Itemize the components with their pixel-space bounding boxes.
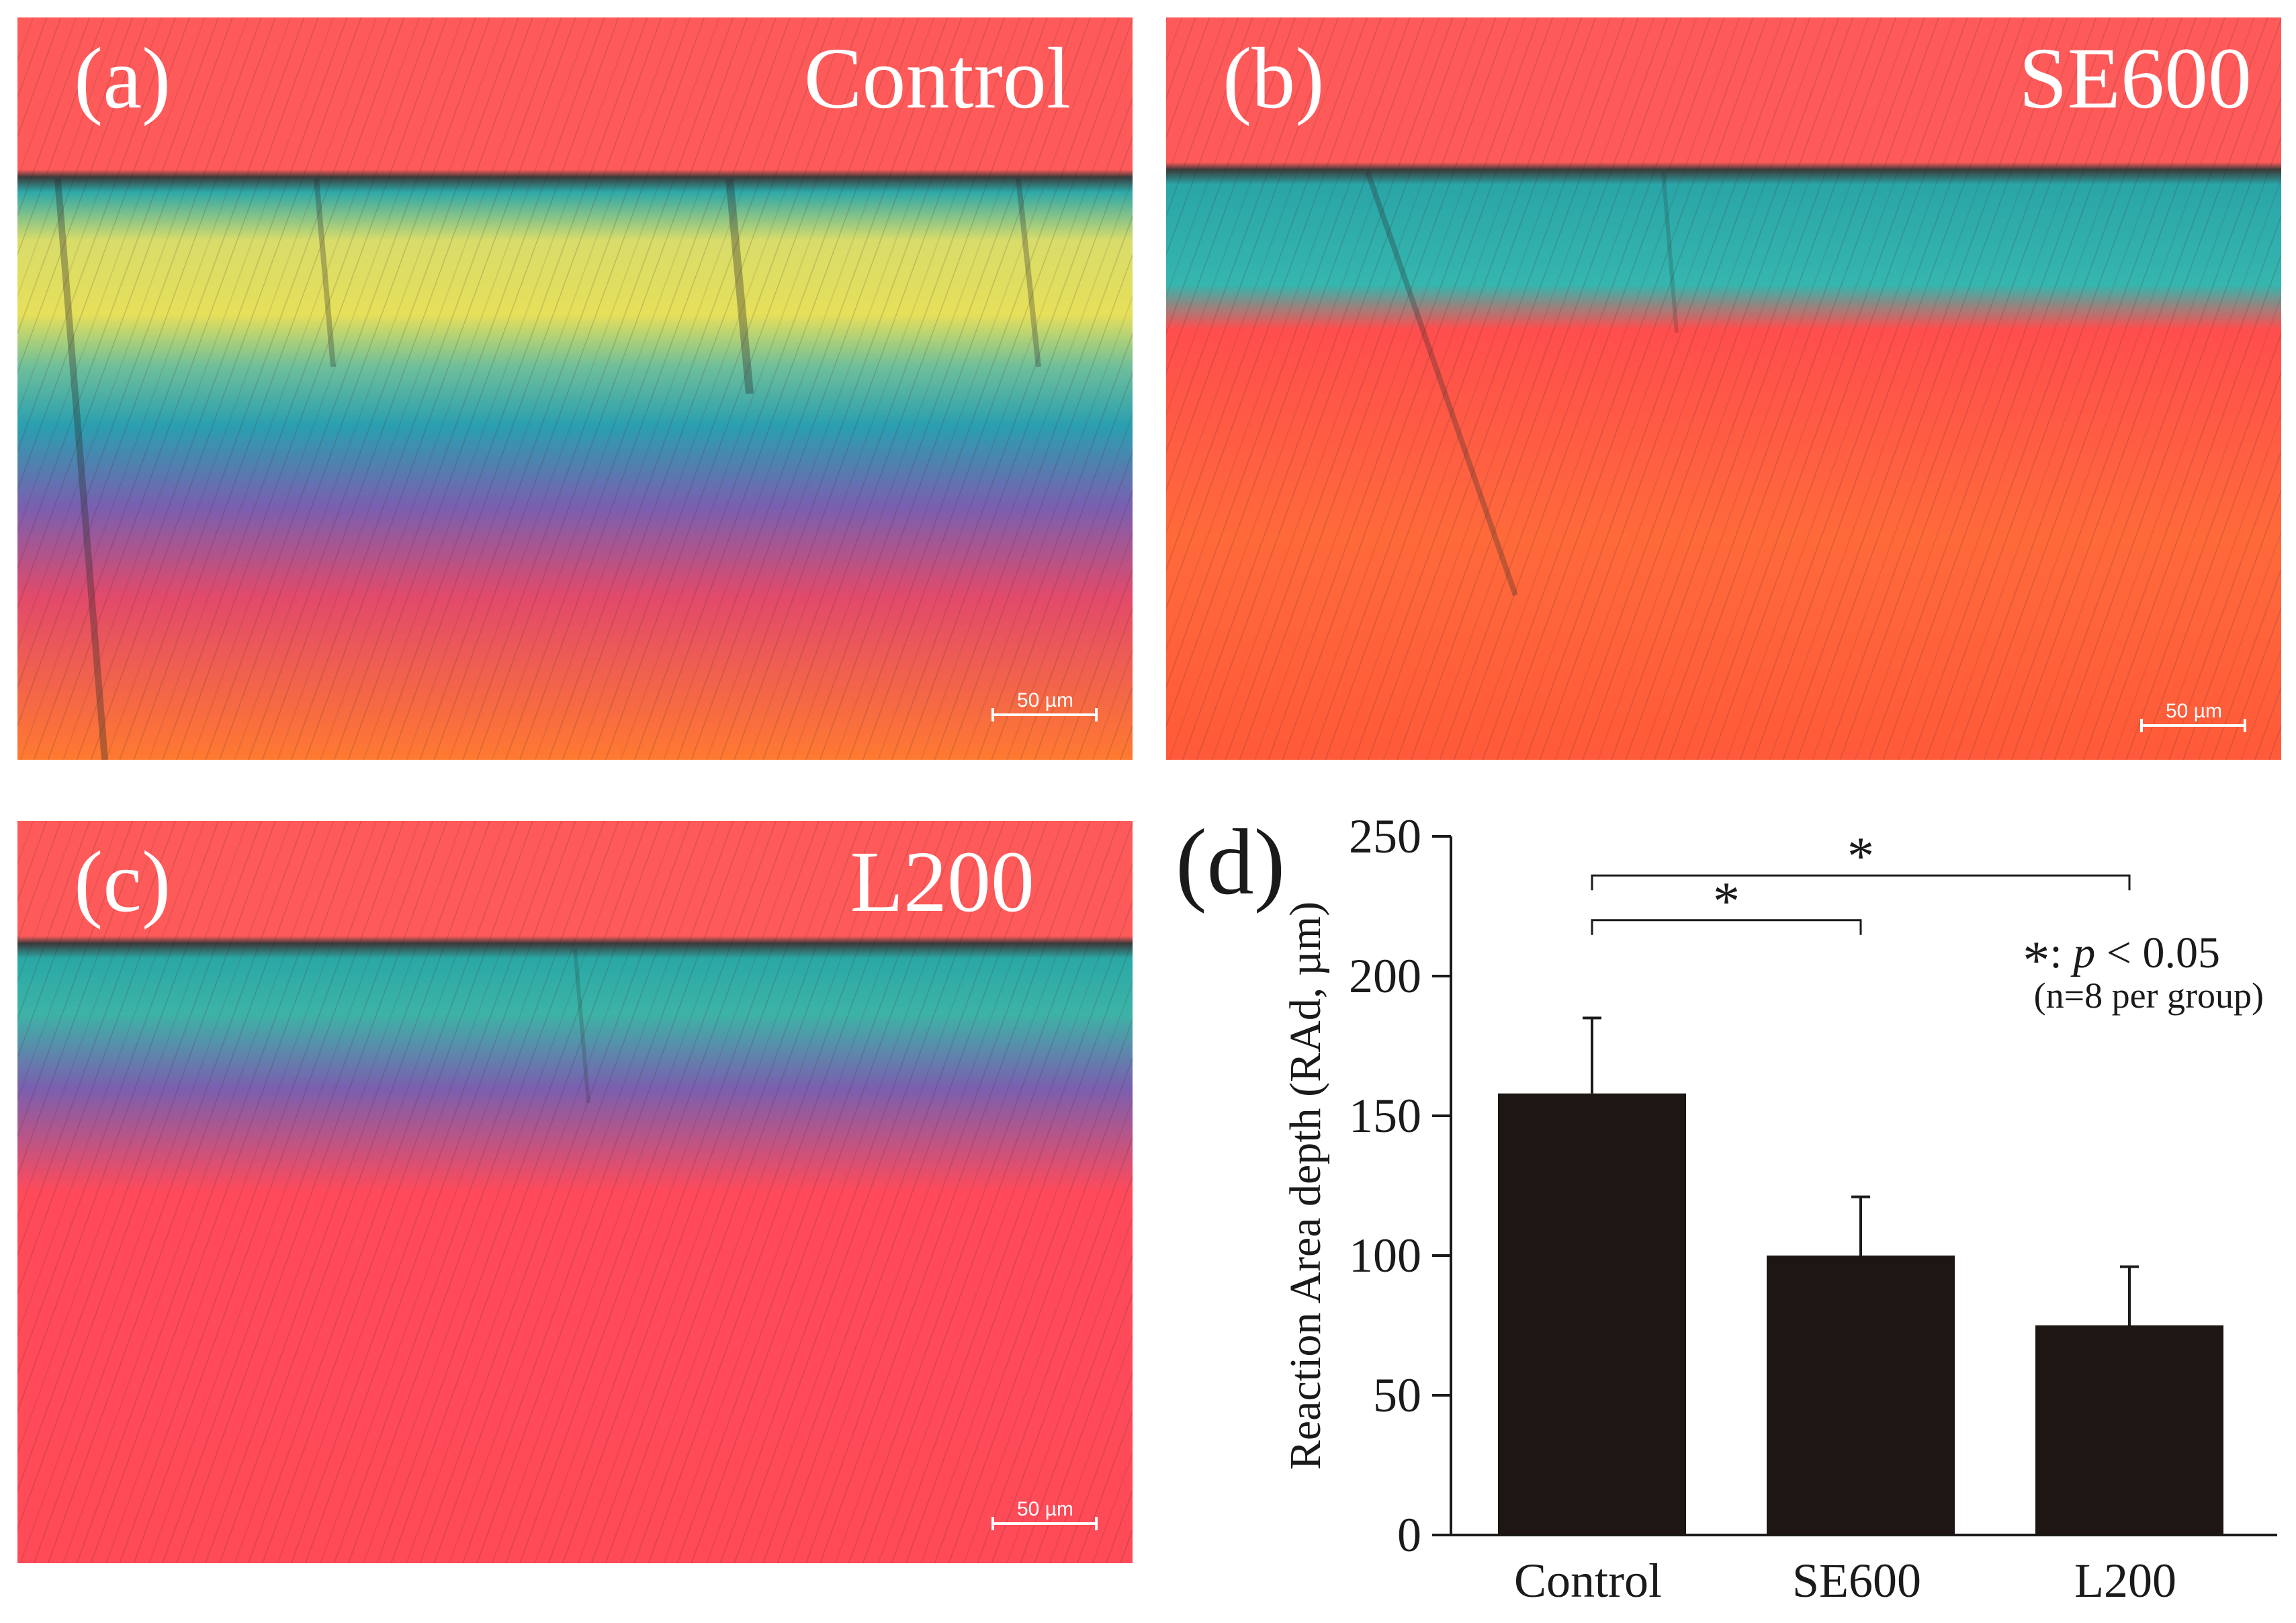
bar-control xyxy=(1498,1093,1686,1535)
scale-bar-label: 50 µm xyxy=(1017,689,1073,711)
panel-letter: (c) xyxy=(74,834,171,930)
bar-se600 xyxy=(1767,1256,1955,1535)
panel-letter: (d) xyxy=(1176,810,1285,914)
significance-bracket xyxy=(1591,919,1862,935)
y-tick-label: 150 xyxy=(1349,1089,1421,1143)
bar-l200 xyxy=(2035,1325,2223,1535)
y-tick-label: 0 xyxy=(1397,1508,1421,1562)
legend-note: (n=8 per group) xyxy=(2034,975,2264,1016)
panel-letter: (b) xyxy=(1223,30,1325,127)
significance-star: * xyxy=(1847,827,1874,886)
micrograph-panel-l200: (c) L200 50 µm xyxy=(17,821,1133,1563)
panel-group-label: SE600 xyxy=(2019,30,2252,127)
legend-p: p xyxy=(2070,928,2095,977)
scale-bar-label: 50 µm xyxy=(1017,1498,1073,1520)
micrograph-image xyxy=(1166,17,2281,760)
bar-chart: (d) 0 50 100 150 200 250 Reaction Area depth (R… xyxy=(1176,809,2277,1608)
micrograph-image xyxy=(17,821,1133,1563)
y-tick-label: 100 xyxy=(1349,1229,1421,1282)
micrograph-image xyxy=(17,17,1133,760)
y-axis-label: Reaction Area depth (RAd, µm) xyxy=(1281,902,1330,1470)
legend-symbol: * xyxy=(2023,931,2049,990)
legend-threshold: < 0.05 xyxy=(2095,928,2220,977)
x-tick-label: L200 xyxy=(2074,1554,2176,1608)
significance-bracket xyxy=(1591,874,2131,891)
y-tick-label: 50 xyxy=(1373,1368,1421,1422)
scale-bar: 50 µm xyxy=(2140,700,2248,732)
scale-bar: 50 µm xyxy=(991,689,1099,721)
panel-letter: (a) xyxy=(74,30,171,127)
x-tick-label: Control xyxy=(1514,1554,1662,1608)
micrograph-panel-se600: (b) SE600 50 µm xyxy=(1166,17,2281,760)
scale-bar: 50 µm xyxy=(991,1498,1099,1530)
x-tick-label: SE600 xyxy=(1792,1554,1921,1608)
y-tick-label: 250 xyxy=(1349,809,1421,863)
y-tick-label: 200 xyxy=(1349,949,1421,1003)
significance-star: * xyxy=(1713,872,1740,931)
micrograph-panel-control: (a) Control 50 µm xyxy=(17,17,1133,760)
significance-legend: *: p < 0.05 xyxy=(2023,928,2220,990)
scale-bar-label: 50 µm xyxy=(2166,700,2222,722)
panel-group-label: L200 xyxy=(850,834,1034,930)
panel-group-label: Control xyxy=(803,30,1071,127)
